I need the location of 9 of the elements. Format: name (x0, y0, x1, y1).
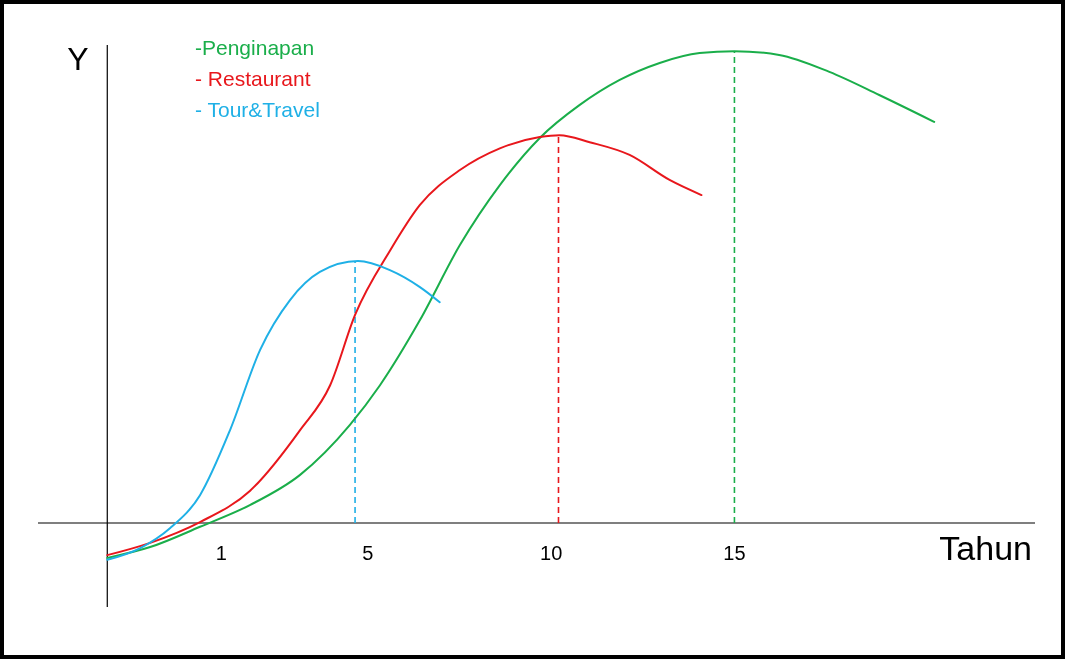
x-tick-label: 5 (362, 542, 374, 565)
x-tick-label: 15 (723, 542, 746, 565)
x-axis-title: Tahun (939, 529, 1032, 567)
x-tick-label: 1 (215, 542, 227, 565)
x-tick-label: 10 (540, 542, 563, 565)
text: -Penginapan (195, 36, 315, 59)
y-axis-title: Y (67, 41, 89, 77)
text: - Restaurant (195, 67, 311, 90)
text: - Tour&Travel (195, 98, 320, 121)
